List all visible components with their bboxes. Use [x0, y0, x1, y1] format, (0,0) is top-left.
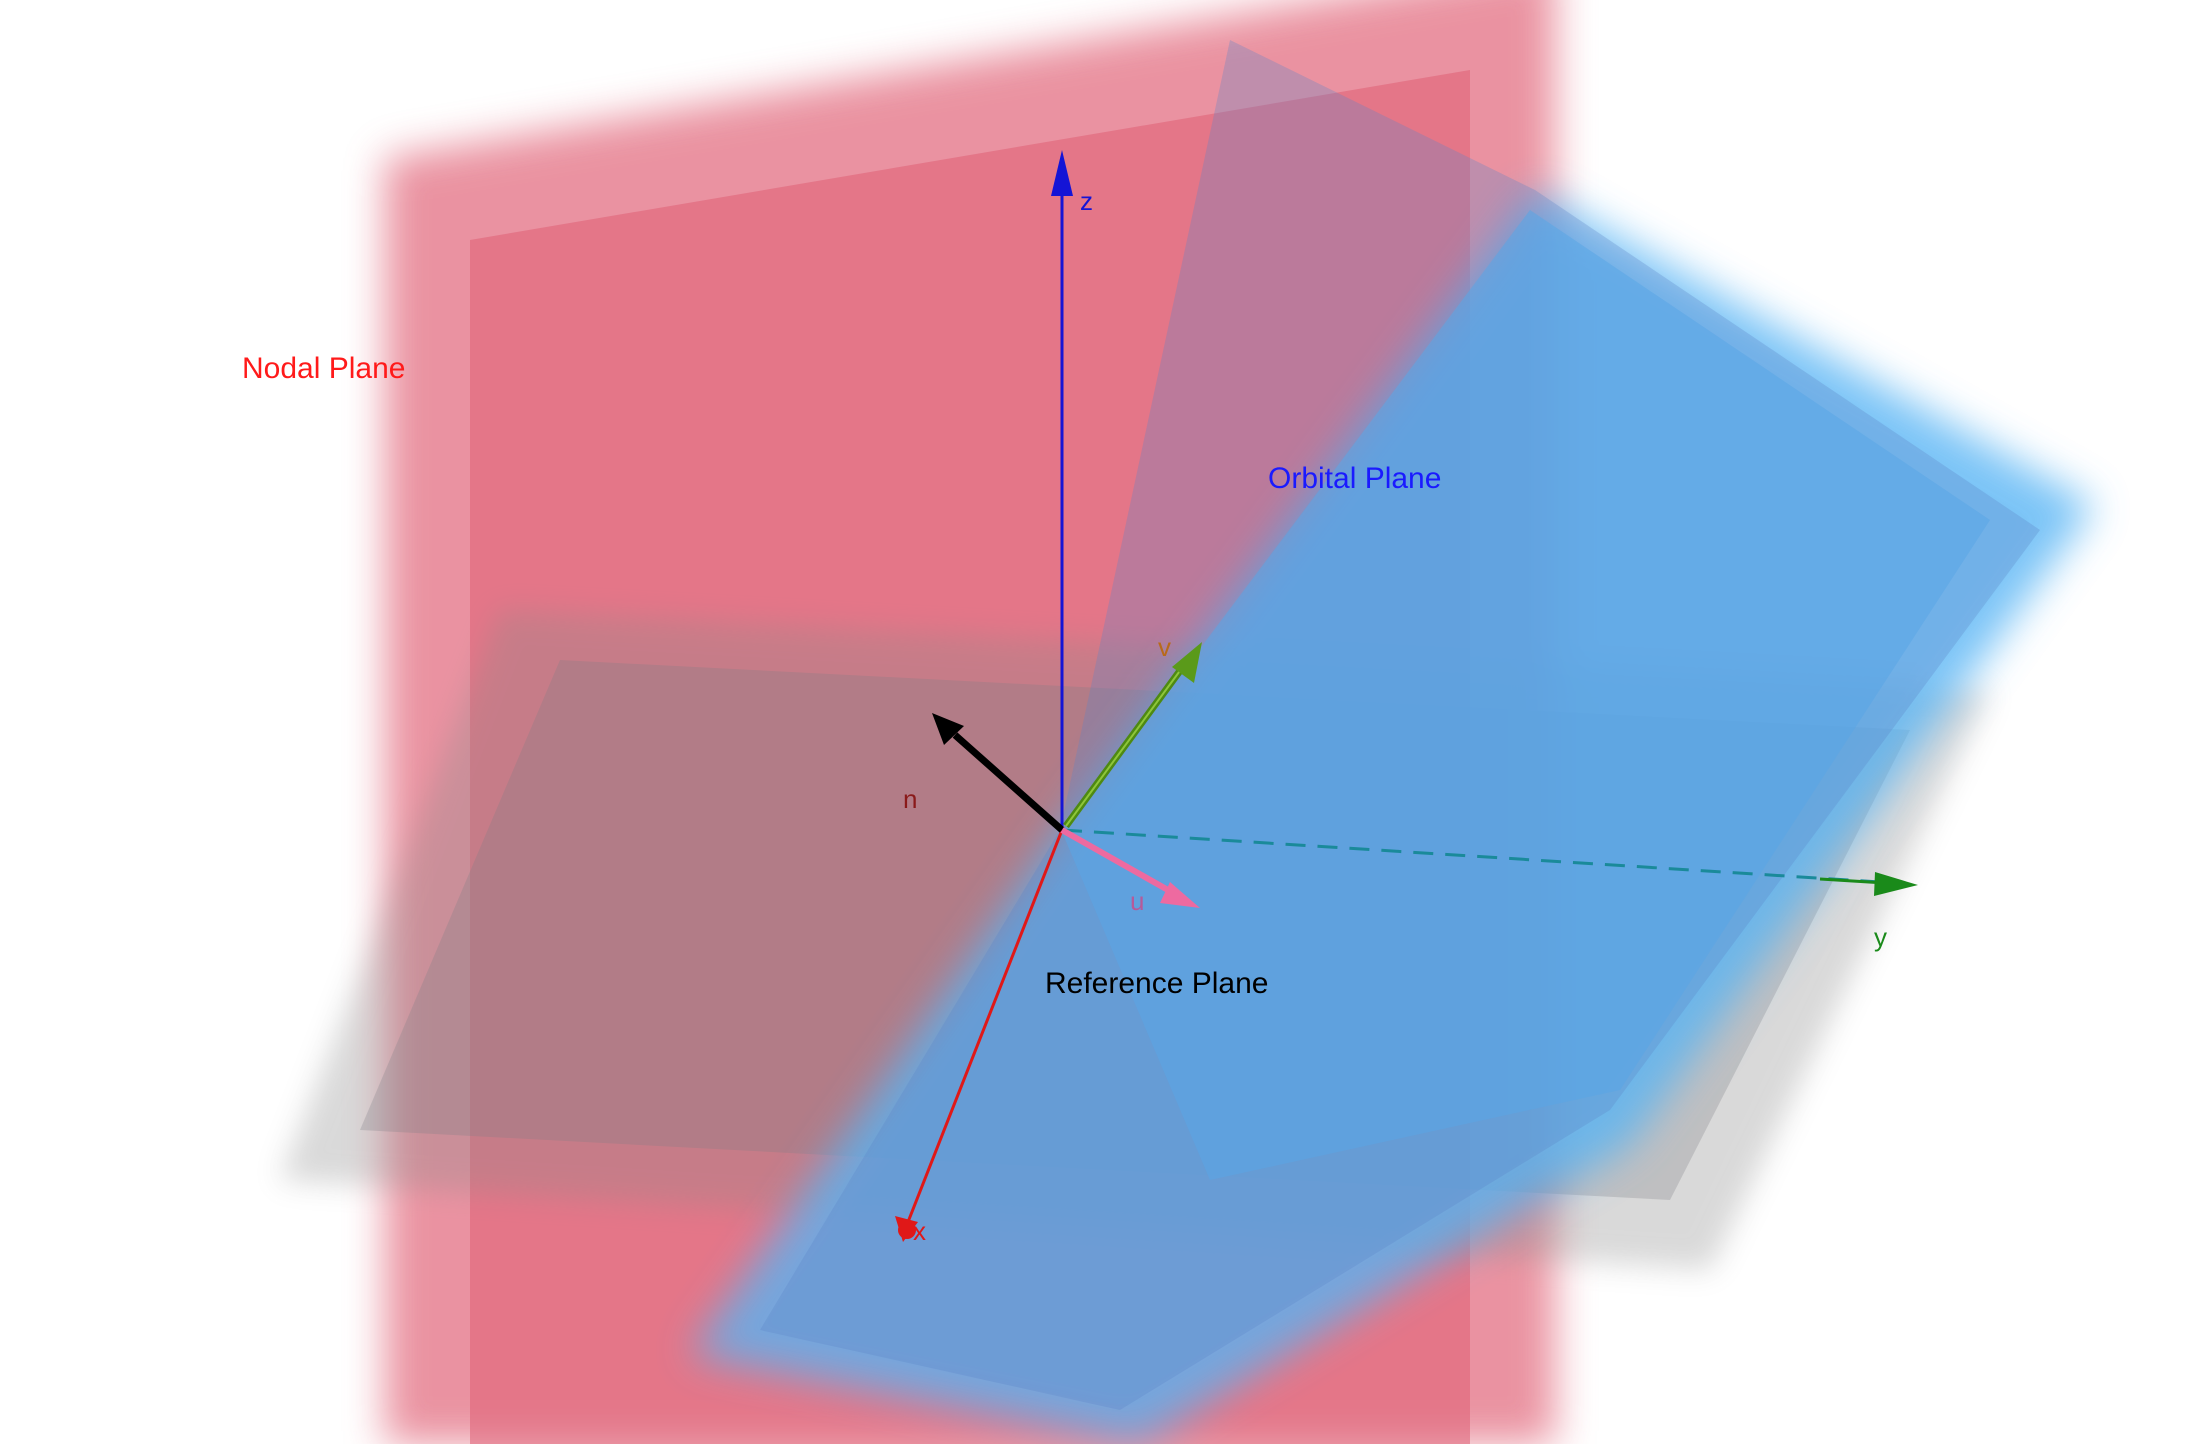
v-vector	[1063, 642, 1202, 829]
reference-plane-label: Reference Plane	[1045, 967, 1268, 1000]
n-vector	[932, 713, 1065, 833]
y-axis	[1819, 872, 1918, 896]
orbital-plane-label: Orbital Plane	[1268, 462, 1441, 495]
x-axis-label: x	[913, 1216, 926, 1246]
orbital-plane	[690, 40, 2095, 1444]
nodal-plane-label: Nodal Plane	[242, 352, 405, 385]
line-of-nodes	[1061, 828, 1881, 884]
u-vector-label: u	[1130, 886, 1144, 916]
v-vector-label: v	[1158, 632, 1171, 662]
z-axis-label: z	[1080, 186, 1093, 216]
x-axis	[895, 829, 1064, 1242]
u-vector	[1060, 827, 1200, 908]
n-vector-label: n	[903, 784, 917, 814]
z-axis	[1051, 150, 1073, 830]
y-axis-label: y	[1874, 922, 1887, 952]
